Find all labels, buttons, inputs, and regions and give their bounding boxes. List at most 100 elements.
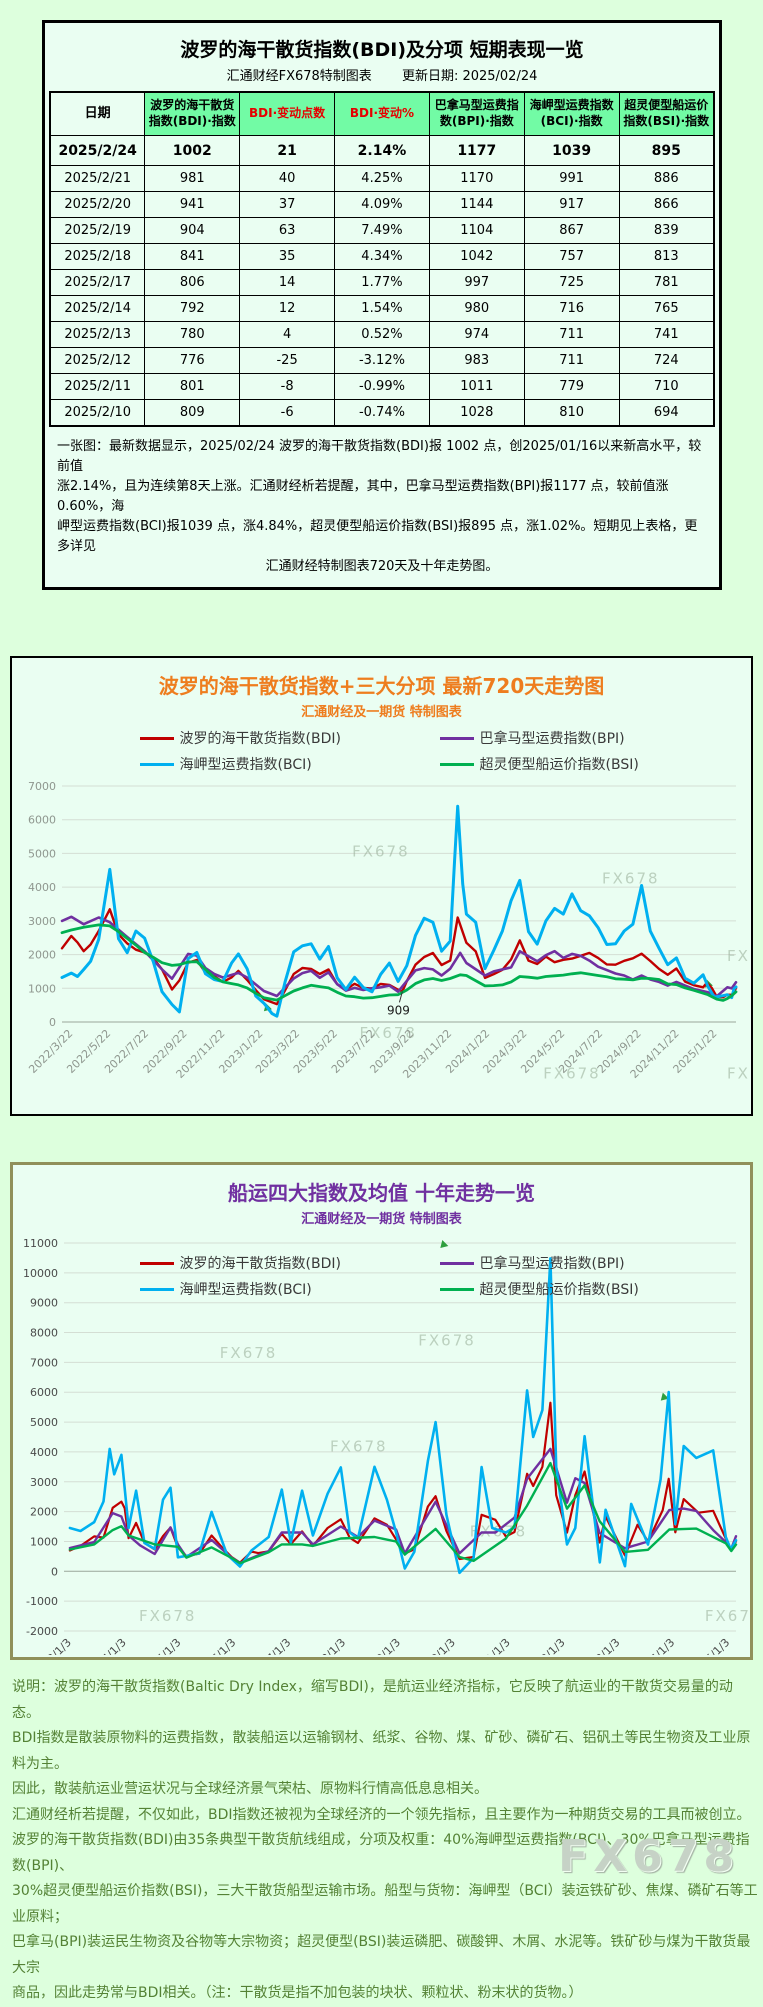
cell: 997 bbox=[428, 269, 525, 296]
cell: 2025/2/20 bbox=[49, 191, 146, 218]
fx678-chart-watermark: FX678 bbox=[359, 1024, 417, 1042]
cell: 14 bbox=[239, 269, 336, 296]
svg-text:0: 0 bbox=[51, 1565, 58, 1578]
legend-label: 波罗的海干散货指数(BDI) bbox=[179, 731, 341, 747]
legend-label: 海岬型运费指数(BCI) bbox=[179, 757, 312, 773]
annotation-label: 909 bbox=[387, 1003, 410, 1017]
table-subtitle: 汇通财经FX678特制图表 更新日期: 2025/02/24 bbox=[45, 65, 719, 84]
fx678-chart-watermark: FX678 bbox=[418, 1331, 476, 1349]
chart-720-title: 波罗的海干散货指数+三大分项 最新720天走势图 bbox=[158, 674, 605, 698]
x-tick-label: 2019/1/3 bbox=[359, 1636, 403, 1655]
cell: 941 bbox=[144, 191, 241, 218]
cell: -8 bbox=[239, 373, 336, 400]
cell: 1042 bbox=[428, 243, 525, 270]
x-tick-label: 2017/1/3 bbox=[249, 1636, 293, 1655]
legend-item: 巴拿马型运费指数(BPI) bbox=[382, 1253, 682, 1273]
cell: 716 bbox=[523, 295, 620, 322]
chart-10y-svg: -2000 -1000 0 1000 2000 3000 4000 5000 6000 7000 8… bbox=[13, 1231, 750, 1655]
table-header: 日期 波罗的海干散货指数(BDI)·指数 BDI·变动点数 BDI·变动% 巴拿马型运费… bbox=[49, 91, 715, 136]
cell: 0.52% bbox=[334, 321, 430, 348]
cell: 21 bbox=[239, 135, 336, 166]
text-line: 商品，因此走势常与BDI相关。（注：干散货是指不加包装的块状、颗粒状、粉末状的货… bbox=[12, 1985, 583, 2001]
cell: 757 bbox=[523, 243, 620, 270]
chart-10y-title: 船运四大指数及均值 十年走势一览 bbox=[228, 1181, 535, 1205]
cell: 813 bbox=[618, 243, 715, 270]
cell: 1170 bbox=[428, 165, 525, 192]
chart-720-subtitle: 汇通财经及一期货 特制图表 bbox=[301, 705, 462, 720]
cell: 780 bbox=[144, 321, 241, 348]
svg-text:3000: 3000 bbox=[30, 1476, 58, 1489]
cell: 2025/2/18 bbox=[49, 243, 146, 270]
text-line: BDI指数是散装原物料的运费指数，散装船运以运输钢材、纸浆、谷物、煤、矿砂、磷矿… bbox=[12, 1730, 751, 1772]
legend-item: 波罗的海干散货指数(BDI) bbox=[82, 1253, 382, 1273]
cell: 886 bbox=[618, 165, 715, 192]
text-line: 30%超灵便型船运价指数(BSI)，三大干散货船型运输市场。船型与货物：海岬型（… bbox=[12, 1883, 758, 1925]
cell: 779 bbox=[523, 373, 620, 400]
column-header: 超灵便型船运价指数(BSI)·指数 bbox=[618, 91, 715, 136]
svg-text:10000: 10000 bbox=[23, 1267, 58, 1280]
chart-10y: 波罗的海干散货指数(BDI) 巴拿马型运费指数(BPI) 海岬型运费指数(BCI) 超… bbox=[13, 1231, 750, 1655]
cell: 895 bbox=[618, 135, 715, 166]
cell: 2025/2/19 bbox=[49, 217, 146, 244]
fx678-chart-watermark: FX678 bbox=[352, 843, 410, 861]
column-header: 日期 bbox=[49, 91, 146, 136]
table-row: 2025/2/21 981 40 4.25% 1170 991 886 bbox=[49, 165, 715, 192]
table-row: 2025/2/24 1002 21 2.14% 1177 1039 895 bbox=[49, 135, 715, 166]
cell: 904 bbox=[144, 217, 241, 244]
svg-text:6000: 6000 bbox=[28, 814, 56, 827]
cell: 2025/2/14 bbox=[49, 295, 146, 322]
svg-text:11000: 11000 bbox=[23, 1237, 58, 1250]
cell: 2025/2/24 bbox=[49, 135, 146, 166]
cell: 711 bbox=[523, 321, 620, 348]
table-body: 2025/2/24 1002 21 2.14% 1177 1039 895 2025/2/21… bbox=[49, 135, 715, 427]
legend-label: 超灵便型船运价指数(BSI) bbox=[479, 1282, 639, 1298]
bdi-table: 日期 波罗的海干散货指数(BDI)·指数 BDI·变动点数 BDI·变动% 巴拿马型运费… bbox=[49, 91, 715, 427]
cursor-triangle-icon bbox=[440, 1239, 449, 1248]
cell: 1011 bbox=[428, 373, 525, 400]
legend-swatch bbox=[139, 736, 174, 740]
legend-swatch bbox=[439, 736, 474, 740]
cell: 2025/2/21 bbox=[49, 165, 146, 192]
cell: 63 bbox=[239, 217, 336, 244]
cell: -0.99% bbox=[334, 373, 430, 400]
cell: 841 bbox=[144, 243, 241, 270]
cell: 1177 bbox=[428, 135, 525, 166]
legend-label: 波罗的海干散货指数(BDI) bbox=[179, 1256, 341, 1272]
cell: 4.09% bbox=[334, 191, 430, 218]
x-tick-label: 2023/1/3 bbox=[578, 1636, 622, 1655]
svg-text:8000: 8000 bbox=[30, 1327, 58, 1340]
svg-text:5000: 5000 bbox=[30, 1416, 58, 1429]
cell: 710 bbox=[618, 373, 715, 400]
cell: 839 bbox=[618, 217, 715, 244]
svg-text:6000: 6000 bbox=[30, 1386, 58, 1399]
legend-label: 巴拿马型运费指数(BPI) bbox=[479, 1256, 625, 1272]
cell: 4.25% bbox=[334, 165, 430, 192]
line-chart: 0 1000 2000 3000 4000 5000 6000 7000 FX678 FX678 F… bbox=[26, 780, 749, 1082]
table-row: 2025/2/17 806 14 1.77% 997 725 781 bbox=[49, 269, 715, 296]
svg-text:3000: 3000 bbox=[28, 915, 56, 928]
cell: 4 bbox=[239, 321, 336, 348]
table-row: 2025/2/19 904 63 7.49% 1104 867 839 bbox=[49, 217, 715, 244]
chart-720: 0 1000 2000 3000 4000 5000 6000 7000 FX678 FX678 F… bbox=[12, 776, 751, 1112]
legend-label: 超灵便型船运价指数(BSI) bbox=[479, 757, 639, 773]
chart-720-panel: 波罗的海干散货指数+三大分项 最新720天走势图 汇通财经及一期货 特制图表 波… bbox=[10, 656, 753, 1116]
text-line: 涨2.14%，且为连续第8天上涨。汇通财经析若提醒，其中，巴拿马型运费指数(BP… bbox=[57, 479, 669, 514]
svg-text:9000: 9000 bbox=[30, 1297, 58, 1310]
svg-text:4000: 4000 bbox=[28, 881, 56, 894]
cell: 792 bbox=[144, 295, 241, 322]
cell: 2025/2/12 bbox=[49, 347, 146, 374]
cell: 694 bbox=[618, 399, 715, 427]
series-line bbox=[68, 1447, 738, 1565]
cell: 2025/2/17 bbox=[49, 269, 146, 296]
table-row: 2025/2/11 801 -8 -0.99% 1011 779 710 bbox=[49, 373, 715, 400]
table-row: 2025/2/10 809 -6 -0.74% 1028 810 694 bbox=[49, 399, 715, 427]
cell: 724 bbox=[618, 347, 715, 374]
cell: 12 bbox=[239, 295, 336, 322]
cell: 974 bbox=[428, 321, 525, 348]
cell: 917 bbox=[523, 191, 620, 218]
cell: 1.54% bbox=[334, 295, 430, 322]
legend-item: 巴拿马型运费指数(BPI) bbox=[382, 728, 682, 748]
cell: 4.34% bbox=[334, 243, 430, 270]
cell: 806 bbox=[144, 269, 241, 296]
x-tick-label: 2016/1/3 bbox=[194, 1636, 238, 1655]
